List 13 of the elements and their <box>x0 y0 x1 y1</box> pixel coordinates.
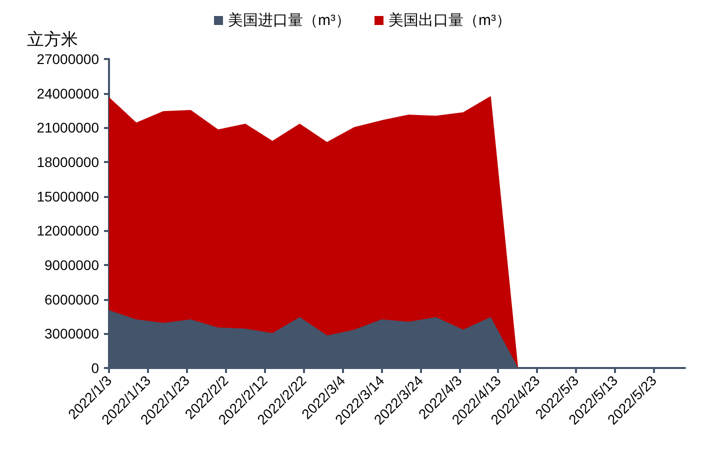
y-tick-label: 12000000 <box>36 222 100 239</box>
y-axis-title: 立方米 <box>27 30 78 49</box>
y-tick-label: 9000000 <box>44 257 100 273</box>
y-tick-label: 3000000 <box>44 326 100 342</box>
legend-label: 美国出口量（m³） <box>388 12 511 29</box>
y-tick-label: 27000000 <box>36 51 100 67</box>
y-tick-label: 24000000 <box>36 85 100 102</box>
legend-label: 美国进口量（m³） <box>228 12 351 29</box>
y-tick-label: 15000000 <box>36 188 100 204</box>
y-tick-label: 6000000 <box>44 291 100 308</box>
y-tick-label: 18000000 <box>36 154 100 170</box>
y-tick-label: 0 <box>91 360 100 376</box>
y-tick-label: 21000000 <box>36 120 100 136</box>
